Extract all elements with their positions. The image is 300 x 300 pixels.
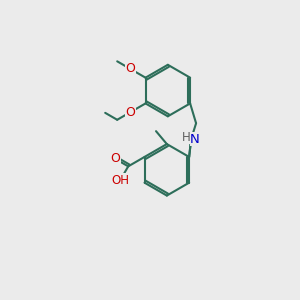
Text: O: O: [110, 152, 120, 165]
Text: H: H: [182, 130, 190, 144]
Text: O: O: [125, 62, 135, 75]
Text: OH: OH: [111, 174, 129, 187]
Text: O: O: [125, 106, 135, 119]
Text: N: N: [190, 133, 200, 146]
